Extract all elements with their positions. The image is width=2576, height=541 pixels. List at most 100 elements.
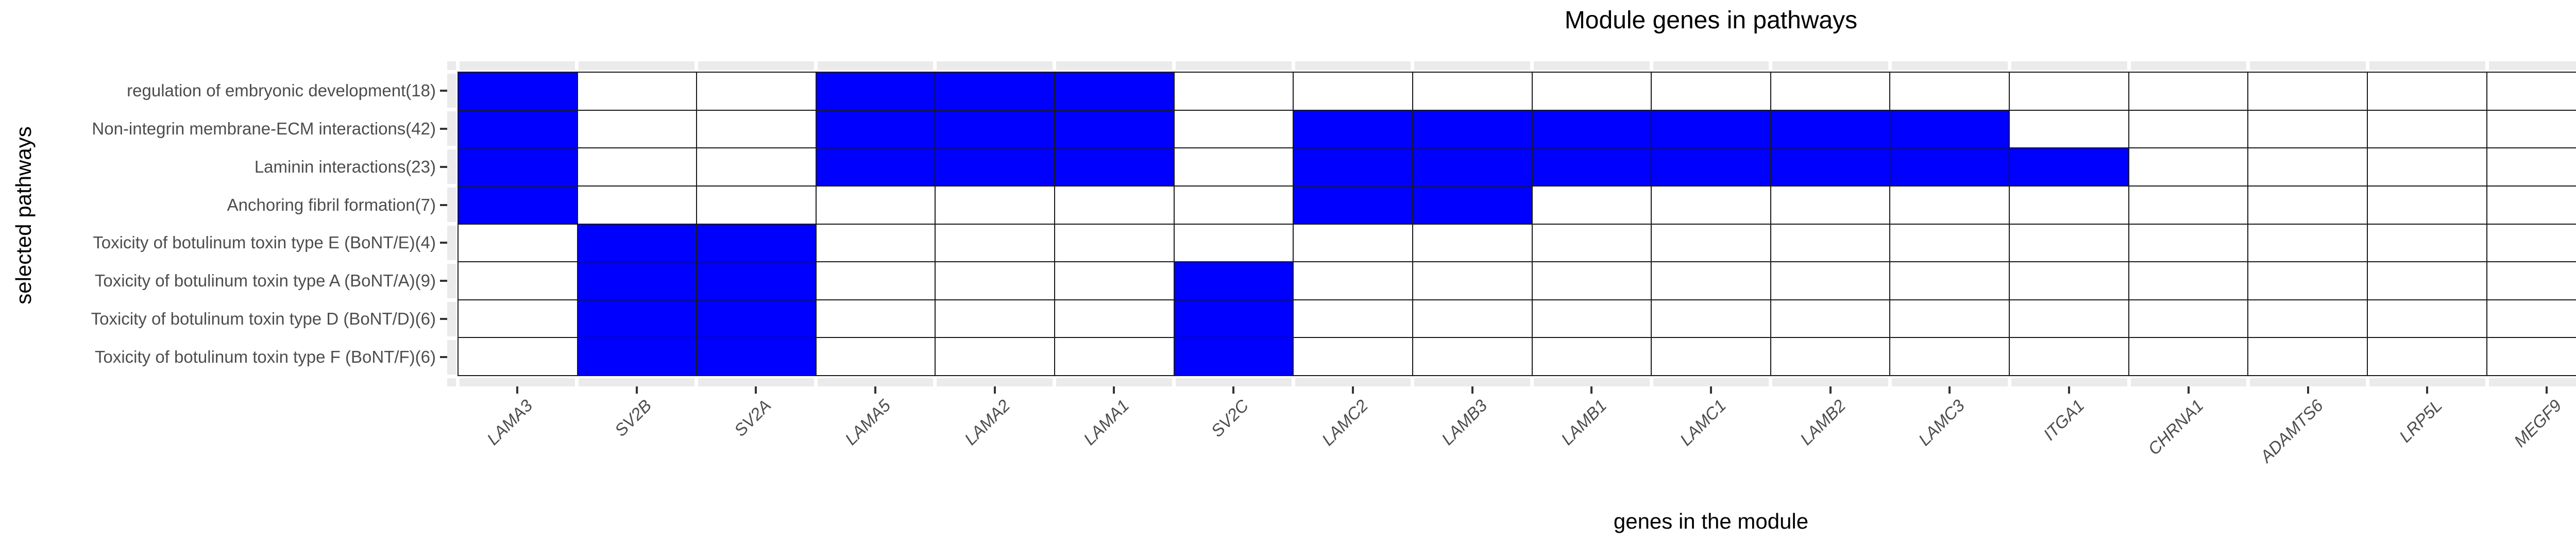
heatmap-cell: [2248, 110, 2368, 149]
heatmap-cell: [578, 224, 698, 263]
heatmap-cell: [2367, 186, 2487, 225]
x-tick-label: LRP5L: [2395, 396, 2446, 446]
heatmap-cell: [1174, 148, 1294, 187]
heatmap-cell: [1532, 300, 1652, 339]
heatmap-cell: [1890, 148, 2010, 187]
heatmap-cell: [2487, 224, 2576, 263]
heatmap-cell: [2010, 262, 2129, 300]
heatmap-cell: [2248, 262, 2368, 300]
heatmap-cell: [459, 300, 578, 339]
x-axis-title: genes in the module: [1613, 509, 1809, 533]
heatmap-cell: [578, 110, 698, 149]
heatmap-cell: [2129, 224, 2249, 263]
heatmap-cell: [1771, 148, 1891, 187]
heatmap-cell: [1532, 224, 1652, 263]
x-tick: [1471, 386, 1473, 394]
heatmap-cell: [1652, 224, 1771, 263]
heatmap-cell: [2367, 262, 2487, 300]
heatmap-cell: [816, 300, 936, 339]
heatmap-cell: [697, 73, 817, 111]
heatmap-cell: [1294, 148, 1413, 187]
heatmap-cell: [1652, 73, 1771, 111]
heatmap-cell: [1413, 148, 1533, 187]
heatmap-cell: [1413, 262, 1533, 300]
x-tick-label: LAMC1: [1676, 396, 1730, 449]
heatmap-cell: [936, 262, 1056, 300]
heatmap-cell: [1652, 186, 1771, 225]
heatmap-cell: [1771, 186, 1891, 225]
heatmap-cell: [2248, 300, 2368, 339]
x-tick-label: LAMA3: [483, 396, 536, 449]
x-tick: [1710, 386, 1712, 394]
heatmap-cell: [1055, 300, 1175, 339]
heatmap-cell: [2010, 300, 2129, 339]
heatmap-cell: [578, 186, 698, 225]
y-tick-label: Toxicity of botulinum toxin type F (BoNT…: [94, 347, 436, 367]
heatmap-cell: [1890, 300, 2010, 339]
heatmap-cell: [936, 300, 1056, 339]
y-tick: [440, 165, 447, 168]
heatmap-cell: [936, 338, 1056, 376]
heatmap-cell: [2487, 262, 2576, 300]
heatmap-cell: [1890, 262, 2010, 300]
heatmap-cell: [1890, 338, 2010, 376]
heatmap-cell: [1771, 73, 1891, 111]
heatmap-cell: [936, 148, 1056, 187]
heatmap-cell: [2248, 224, 2368, 263]
heatmap-cell: [1294, 110, 1413, 149]
chart-title: Module genes in pathways: [1564, 7, 1858, 34]
heatmap-cell: [1532, 186, 1652, 225]
x-tick: [1948, 386, 1951, 394]
y-tick-label: Non-integrin membrane-ECM interactions(4…: [92, 119, 436, 138]
heatmap-cell: [2010, 338, 2129, 376]
heatmap-cell: [816, 262, 936, 300]
heatmap-cell: [578, 300, 698, 339]
heatmap-cell: [1055, 262, 1175, 300]
x-tick-label: LAMA5: [841, 396, 894, 449]
x-tick: [2426, 386, 2429, 394]
y-tick-label: Toxicity of botulinum toxin type D (BoNT…: [91, 309, 436, 329]
heatmap-cell: [2487, 186, 2576, 225]
x-tick: [1351, 386, 1354, 394]
heatmap-cell: [2367, 338, 2487, 376]
heatmap-cell: [1294, 73, 1413, 111]
heatmap-cell: [1055, 224, 1175, 263]
heatmap-cell: [2487, 148, 2576, 187]
heatmap-cell: [2129, 73, 2249, 111]
heatmap-cell: [1294, 224, 1413, 263]
heatmap-cell: [459, 148, 578, 187]
heatmap-cell: [1532, 338, 1652, 376]
heatmap-cell: [2367, 73, 2487, 111]
heatmap-cell: [459, 73, 578, 111]
y-tick: [440, 356, 447, 359]
x-tick: [635, 386, 638, 394]
heatmap-cell: [2487, 338, 2576, 376]
heatmap-cell: [2248, 148, 2368, 187]
x-tick: [1829, 386, 1832, 394]
heatmap-cell: [1174, 338, 1294, 376]
heatmap-cell: [578, 262, 698, 300]
heatmap-cell: [1413, 300, 1533, 339]
heatmap-cell: [2010, 110, 2129, 149]
heatmap-cell: [1174, 224, 1294, 263]
heatmap-cell: [816, 338, 936, 376]
x-tick-label: LAMB3: [1438, 396, 1491, 449]
heatmap-cell: [1771, 338, 1891, 376]
heatmap-cell: [578, 338, 698, 376]
x-tick: [1232, 386, 1235, 394]
heatmap-cell: [1294, 300, 1413, 339]
heatmap-cell: [1890, 110, 2010, 149]
heatmap-grid: [457, 72, 2576, 376]
heatmap-cell: [816, 73, 936, 111]
heatmap-cell: [1532, 110, 1652, 149]
heatmap-cell: [459, 338, 578, 376]
heatmap-cell: [697, 186, 817, 225]
heatmap-cell: [1890, 224, 2010, 263]
y-tick-label: Laminin interactions(23): [254, 157, 436, 176]
heatmap-cell: [2487, 73, 2576, 111]
heatmap-cell: [2010, 186, 2129, 225]
heatmap-cell: [1532, 73, 1652, 111]
heatmap-cell: [816, 224, 936, 263]
heatmap-cell: [459, 186, 578, 225]
heatmap-cell: [1174, 186, 1294, 225]
